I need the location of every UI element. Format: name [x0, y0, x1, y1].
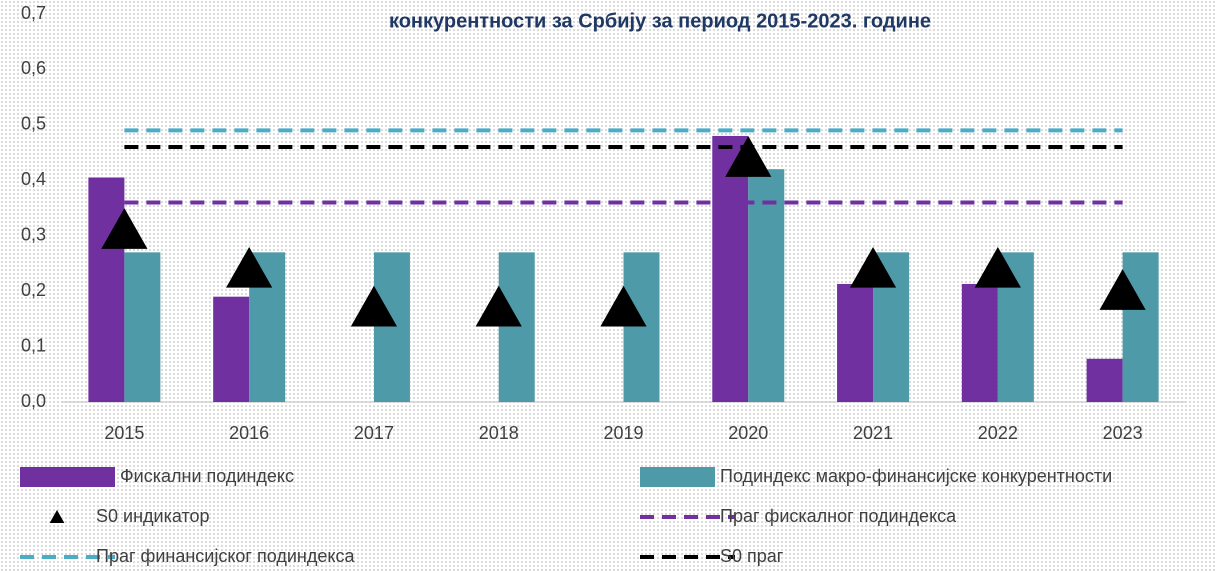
legend-swatch: [20, 467, 115, 487]
bar: [498, 252, 535, 402]
legend-swatch: [640, 467, 715, 487]
y-tick-label: 0,7: [21, 3, 46, 23]
x-tick-label: 2017: [354, 423, 394, 443]
x-tick-label: 2023: [1103, 423, 1143, 443]
bar: [961, 283, 998, 402]
bar: [623, 252, 660, 402]
marker: [475, 285, 522, 327]
marker: [600, 285, 647, 327]
bar: [213, 296, 250, 402]
legend-label: Праг финансијског подиндекса: [96, 546, 355, 566]
marker: [226, 246, 273, 288]
bar: [373, 252, 410, 402]
x-tick-label: 2018: [479, 423, 519, 443]
bar: [837, 283, 874, 402]
y-tick-label: 0,5: [21, 114, 46, 134]
x-tick-label: 2019: [603, 423, 643, 443]
marker: [725, 136, 772, 177]
x-tick-label: 2021: [853, 423, 893, 443]
marker: [1099, 269, 1146, 310]
bar: [124, 252, 161, 402]
x-tick-label: 2022: [978, 423, 1018, 443]
marker: [101, 208, 148, 249]
bar: [748, 169, 785, 402]
x-tick-label: 2020: [728, 423, 768, 443]
y-tick-label: 0,0: [21, 391, 46, 411]
y-tick-label: 0,1: [21, 335, 46, 355]
legend-label: S0 праг: [720, 546, 784, 566]
legend-label: Подиндекс макро-финансијске конкурентнос…: [720, 466, 1112, 486]
bar: [1086, 358, 1123, 402]
marker: [350, 285, 398, 327]
legend-label: S0 индикатор: [96, 506, 210, 526]
bar: [88, 177, 125, 402]
y-tick-label: 0,6: [21, 58, 46, 78]
chart-title: конкурентности за Србију за период 2015-…: [389, 10, 931, 32]
y-tick-label: 0,2: [21, 280, 46, 300]
marker: [849, 246, 897, 288]
legend-swatch: [49, 510, 65, 523]
bar: [712, 135, 749, 402]
legend-label: Праг фискалног подиндекса: [720, 506, 957, 526]
y-tick-label: 0,3: [21, 224, 46, 244]
x-tick-label: 2016: [229, 423, 269, 443]
y-tick-label: 0,4: [21, 169, 46, 189]
bar: [1122, 252, 1159, 402]
legend-label: Фискални подиндекс: [120, 466, 294, 486]
marker: [974, 246, 1021, 288]
x-tick-label: 2015: [104, 423, 144, 443]
